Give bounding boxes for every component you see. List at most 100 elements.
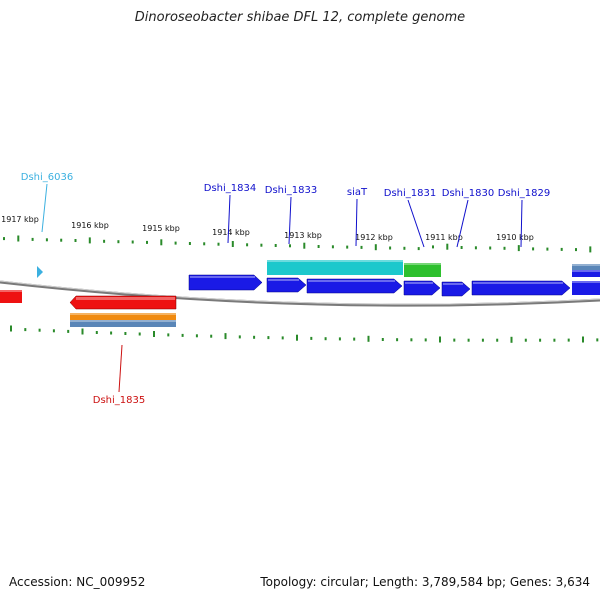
topology-text: Topology: circular; Length: 3,789,584 bp… — [260, 575, 590, 589]
tick-mark — [181, 333, 184, 337]
tick-mark — [95, 331, 98, 334]
label-leader-line — [41, 183, 48, 233]
tick-mark — [160, 239, 163, 246]
tick-mark — [417, 247, 420, 251]
tick-mark — [60, 238, 63, 242]
tick-mark — [510, 336, 513, 343]
tick-mark — [338, 337, 341, 341]
gene-highlight — [572, 281, 600, 283]
kbp-label: 1910 kbp — [496, 233, 534, 242]
tick-mark — [124, 332, 127, 335]
gene-highlight — [405, 282, 433, 284]
gene-dshi-1834 — [188, 274, 263, 291]
tick-mark — [410, 338, 413, 342]
kbp-label: 1914 kbp — [212, 228, 250, 237]
gene-label[interactable]: Dshi_1833 — [265, 185, 317, 196]
tick-mark — [296, 334, 298, 341]
tick-mark — [546, 247, 549, 251]
tick-mark — [317, 245, 320, 248]
tick-mark — [146, 240, 148, 244]
gene-blue-right — [572, 270, 600, 277]
tick-mark — [353, 337, 356, 341]
gene-blue-right-2 — [572, 281, 600, 295]
tick-mark — [174, 241, 177, 245]
tick-mark — [396, 338, 399, 342]
tick-mark — [367, 335, 370, 342]
tick-mark — [439, 336, 441, 343]
accession-text: Accession: NC_009952 — [9, 575, 146, 589]
gene-dshi-1833 — [266, 277, 307, 293]
tick-mark — [260, 243, 263, 247]
tick-mark — [31, 237, 34, 241]
kbp-label: 1915 kbp — [142, 224, 180, 233]
tick-mark — [481, 338, 484, 342]
tick-mark — [274, 244, 277, 247]
tick-mark — [110, 331, 113, 335]
tick-mark — [389, 246, 392, 250]
tick-mark — [281, 336, 284, 340]
gene-label[interactable]: siaT — [347, 187, 368, 198]
tick-mark — [575, 248, 577, 252]
kbp-label: 1913 kbp — [284, 231, 322, 240]
tick-mark — [474, 246, 477, 250]
label-leaders — [41, 183, 523, 393]
tick-mark — [45, 238, 48, 242]
gene-label[interactable]: Dshi_1829 — [498, 188, 550, 199]
tick-mark — [203, 242, 206, 246]
label-leader-line — [520, 199, 523, 248]
gene-red-partial — [0, 290, 22, 303]
label-leader-line — [355, 198, 358, 247]
tick-mark — [432, 245, 434, 249]
tick-mark — [38, 328, 41, 332]
kbp-label: 1917 kbp — [1, 215, 39, 224]
gene-dshi-1833-cyan — [267, 260, 403, 275]
gene-highlight — [473, 282, 563, 284]
tick-mark — [374, 244, 377, 251]
tick-mark — [503, 246, 506, 250]
tick-mark — [524, 338, 527, 342]
tick-mark — [532, 247, 535, 251]
tick-mark — [324, 337, 327, 341]
tick-mark — [81, 328, 84, 335]
tick-mark — [346, 245, 349, 249]
tick-mark — [303, 242, 306, 249]
gene-label[interactable]: Dshi_6036 — [21, 172, 73, 183]
gene-label-group: Dshi_6036 Dshi_1834 Dshi_1833 siaT Dshi_1831… — [21, 172, 550, 406]
genome-title: Dinoroseobacter shibae DFL 12, complete … — [134, 10, 466, 25]
tick-mark — [331, 245, 334, 249]
tick-mark — [403, 246, 406, 250]
tick-mark — [489, 246, 492, 250]
gene-track — [0, 260, 600, 327]
tick-mark — [517, 245, 520, 252]
gene-label[interactable]: Dshi_1830 — [442, 188, 494, 199]
gene-highlight — [267, 260, 403, 262]
tick-mark — [88, 237, 91, 244]
tick-mark — [453, 338, 456, 342]
tick-mark — [138, 332, 141, 336]
tick-mark — [74, 239, 77, 242]
tick-mark — [103, 239, 106, 243]
tick-mark — [589, 246, 592, 253]
kbp-label: 1916 kbp — [71, 221, 109, 230]
gene-label[interactable]: Dshi_1831 — [384, 188, 436, 199]
gene-steel-right — [572, 264, 600, 270]
tick-mark — [210, 334, 213, 338]
gene-highlight — [572, 270, 600, 272]
gene-highlight — [0, 290, 22, 292]
tick-mark — [267, 336, 270, 340]
genome-backbone — [0, 280, 600, 307]
gene-dshi-1830 — [441, 281, 471, 297]
label-leader-line — [407, 199, 425, 248]
bottom-tick-track — [10, 325, 599, 343]
gene-highlight — [76, 297, 175, 300]
tick-mark — [381, 338, 384, 341]
tick-mark — [560, 247, 563, 251]
tick-mark — [195, 334, 198, 338]
gene-label[interactable]: Dshi_1834 — [204, 183, 256, 194]
tick-mark — [582, 336, 584, 343]
tick-mark — [3, 237, 5, 241]
gene-label[interactable]: Dshi_1835 — [93, 395, 145, 406]
kbp-label: 1912 kbp — [355, 233, 393, 242]
tick-mark — [446, 243, 449, 250]
